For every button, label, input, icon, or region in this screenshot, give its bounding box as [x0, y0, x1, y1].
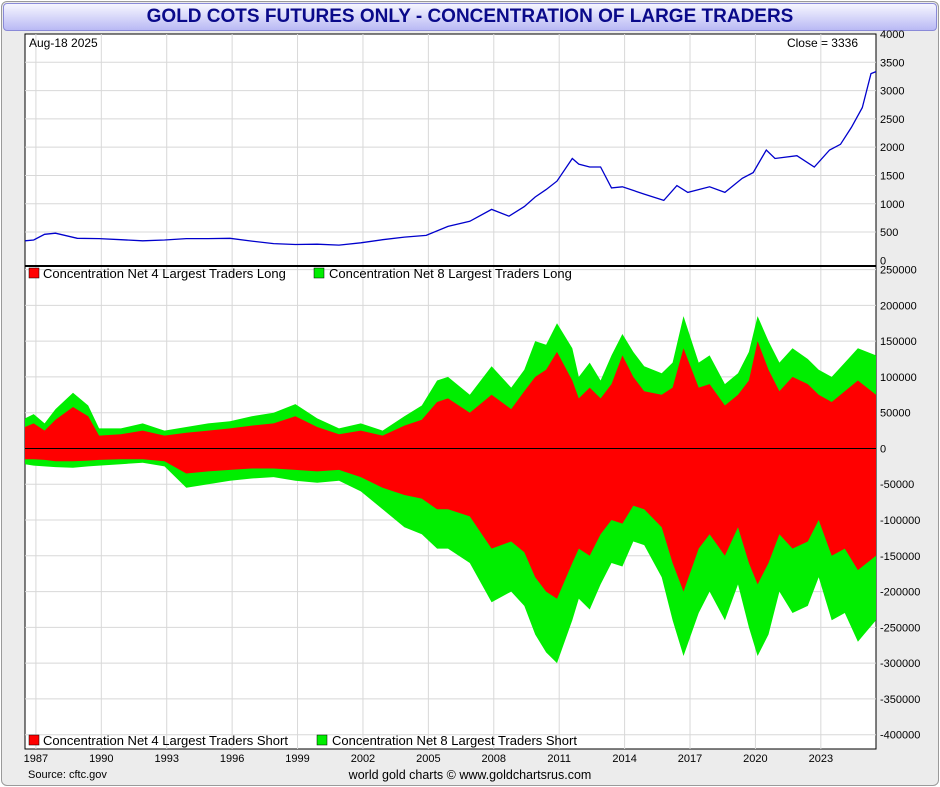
cot-y-tick-label: 200000 — [880, 300, 917, 312]
price-y-tick-label: 2500 — [880, 114, 904, 126]
legend-swatch-top4-short — [28, 734, 40, 746]
cot-y-tick-label: -200000 — [880, 587, 920, 599]
price-y-tick-label: 0 — [880, 255, 886, 267]
cot-y-tick-label: -50000 — [880, 479, 914, 491]
chart-title: GOLD COTS FUTURES ONLY - CONCENTRATION O… — [3, 3, 937, 31]
price-y-tick-label: 2000 — [880, 142, 904, 154]
legend-top4-long: Concentration Net 4 Largest Traders Long — [43, 266, 286, 281]
x-tick-label: 2008 — [482, 753, 506, 765]
price-panel — [24, 33, 877, 267]
legend-top4-short: Concentration Net 4 Largest Traders Shor… — [43, 733, 288, 748]
cot-y-tick-label: -350000 — [880, 694, 920, 706]
x-tick-label: 1987 — [24, 753, 48, 765]
x-tick-label: 2002 — [351, 753, 375, 765]
x-tick-label: 2005 — [416, 753, 440, 765]
x-tick-label: 1993 — [154, 753, 178, 765]
cot-y-tick-label: -100000 — [880, 515, 920, 527]
price-y-tick-label: 500 — [880, 227, 898, 239]
cot-y-tick-label: -250000 — [880, 622, 920, 634]
legend-top8-short: Concentration Net 8 Largest Traders Shor… — [332, 733, 577, 748]
x-tick-label: 1990 — [89, 753, 113, 765]
price-y-tick-label: 3000 — [880, 86, 904, 98]
price-y-tick-label: 1500 — [880, 170, 904, 182]
x-tick-label: 1996 — [220, 753, 244, 765]
cot-y-tick-label: -400000 — [880, 730, 920, 742]
legend-swatch-top8-short — [316, 734, 328, 746]
x-tick-label: 2011 — [547, 753, 571, 765]
legend-top8-long: Concentration Net 8 Largest Traders Long — [329, 266, 572, 281]
price-line — [24, 70, 877, 246]
x-tick-label: 2020 — [743, 753, 767, 765]
x-tick-label: 2023 — [809, 753, 833, 765]
axis-labels: 1987 1990 1993 1996 1999 2002 2005 2008 2011 2014… — [24, 29, 921, 765]
legend-swatch-top8-long — [313, 267, 325, 279]
price-line-layer — [24, 70, 877, 246]
cot-y-tick-label: -150000 — [880, 551, 920, 563]
cot-y-tick-label: 150000 — [880, 336, 917, 348]
close-label: Close = 3336 — [787, 36, 858, 50]
source-label: Source: cftc.gov — [28, 769, 107, 781]
cot-y-tick-label: 250000 — [880, 265, 917, 277]
cot-y-tick-label: -300000 — [880, 658, 920, 670]
area-top4-short — [25, 448, 876, 599]
cot-areas — [25, 316, 876, 664]
x-tick-label: 2014 — [612, 753, 636, 765]
x-tick-label: 1999 — [285, 753, 309, 765]
x-tick-label: 2017 — [678, 753, 702, 765]
cot-y-tick-label: 100000 — [880, 372, 917, 384]
price-y-tick-label: 4000 — [880, 29, 904, 41]
price-y-tick-label: 1000 — [880, 199, 904, 211]
credit-label: world gold charts © www.goldchartsrus.co… — [348, 768, 592, 782]
legend-swatch-top4-long — [28, 267, 40, 279]
date-label: Aug-18 2025 — [29, 36, 98, 50]
area-top4-long — [25, 341, 876, 449]
price-y-tick-label: 3500 — [880, 57, 904, 69]
cot-y-tick-label: 50000 — [880, 408, 911, 420]
cot-y-tick-label: 0 — [880, 443, 886, 455]
